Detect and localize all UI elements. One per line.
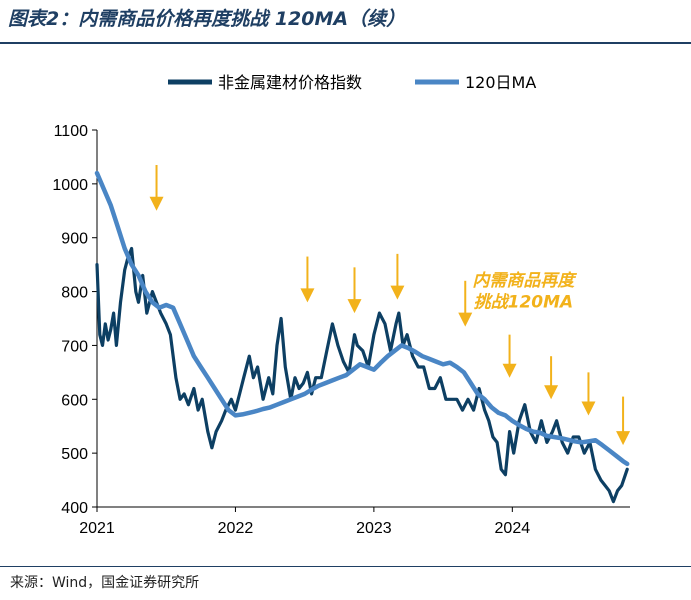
down-arrow: [502, 334, 517, 378]
y-tick-label: 1100: [54, 123, 89, 140]
series-line-main: [95, 246, 629, 504]
down-arrow: [616, 396, 631, 446]
y-tick-label: 500: [61, 446, 88, 463]
x-tick-label: 2024: [495, 520, 531, 537]
arrow-head: [616, 431, 631, 446]
y-tick-label: 600: [61, 392, 88, 409]
series-layer: [94, 170, 630, 504]
arrow-head: [390, 285, 405, 300]
down-arrow: [149, 165, 164, 211]
arrow-head: [347, 299, 362, 314]
x-tick-label: 2021: [79, 520, 115, 537]
y-tick-label: 400: [61, 500, 88, 517]
y-tick-label: 1000: [52, 177, 88, 194]
line-chart: 非金属建材价格指数 120日MA 400 500 600 700 800 900 1000 1…: [52, 73, 631, 537]
down-arrow: [300, 256, 315, 303]
arrow-head: [458, 312, 473, 327]
series-line-ma: [94, 170, 630, 467]
legend-label-main: 非金属建材价格指数: [218, 73, 362, 92]
down-arrow: [390, 253, 405, 300]
arrow-head: [300, 288, 315, 303]
annotation-text: 内需商品再度: [472, 271, 577, 291]
y-tick-label: 900: [61, 231, 88, 248]
arrow-head: [544, 385, 559, 400]
annotation-text: 挑战120MA: [474, 293, 574, 313]
legend-label-ma: 120日MA: [465, 73, 536, 92]
x-tick-label: 2023: [356, 520, 392, 537]
figure-title: 图表2：内需商品价格再度挑战 120MA（续）: [8, 8, 406, 30]
title-divider: [0, 42, 691, 44]
x-tick-label: 2022: [218, 520, 254, 537]
y-tick-label: 800: [61, 285, 88, 302]
source-note: 来源：Wind，国金证券研究所: [10, 575, 200, 591]
down-arrow: [458, 280, 473, 327]
y-tick-label: 700: [61, 338, 88, 355]
down-arrow: [581, 372, 596, 416]
axes: 400 500 600 700 800 900 1000 1100 2021 2022 2023 20…: [52, 123, 630, 537]
legend: 非金属建材价格指数 120日MA: [168, 73, 536, 92]
arrow-layer: [149, 165, 631, 446]
arrow-head: [502, 363, 517, 378]
footer-divider: [0, 566, 691, 567]
down-arrow: [544, 356, 559, 400]
arrow-head: [581, 401, 596, 416]
down-arrow: [347, 267, 362, 314]
arrow-head: [149, 196, 164, 211]
